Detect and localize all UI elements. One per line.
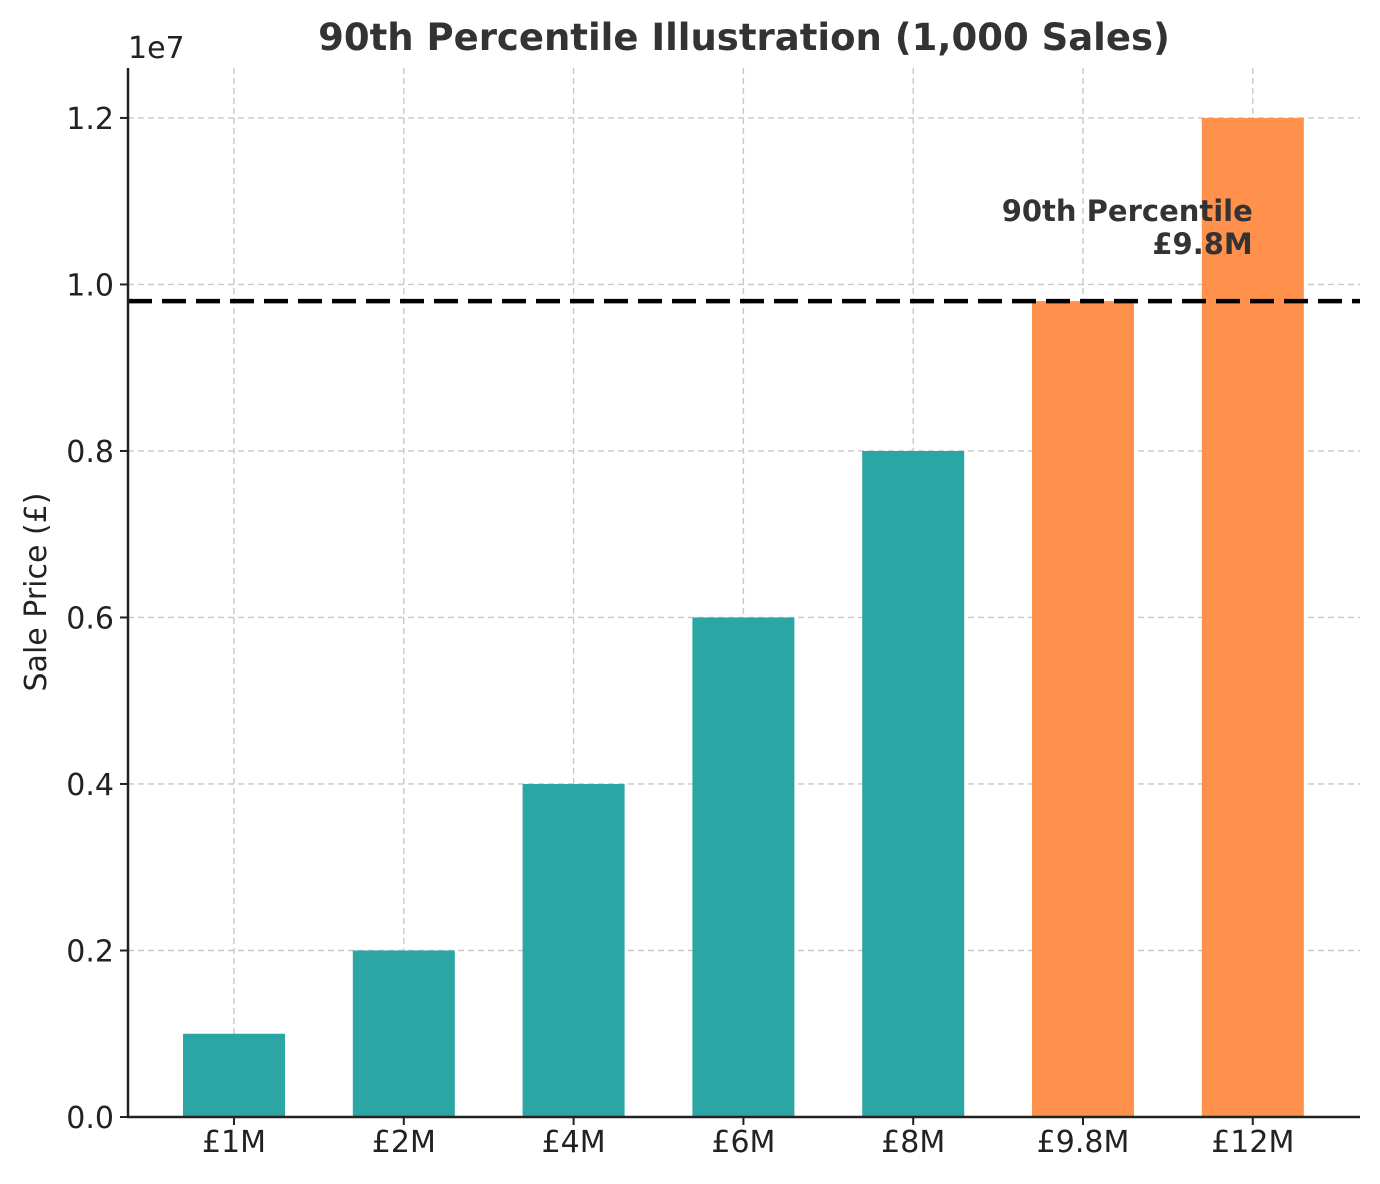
label-layer: 90th Percentile Illustration (1,000 Sale… — [19, 16, 1253, 691]
y-tick-label: 0.6 — [66, 601, 114, 636]
x-tick-label: £6M — [711, 1125, 775, 1160]
y-axis-label: Sale Price (£) — [19, 493, 54, 692]
y-tick-label: 0.8 — [66, 435, 114, 470]
axis-layer: 0.0 0.2 0.4 0.6 0.8 1.0 1.2 £1M £2M £4M £6M £8M £9.8… — [66, 68, 1360, 1160]
x-tick-label: £1M — [202, 1125, 266, 1160]
bar-4M — [522, 783, 625, 1117]
bar-9-8M — [1032, 301, 1134, 1118]
y-tick-label: 0.2 — [66, 934, 114, 969]
bar-1M — [183, 1033, 285, 1117]
bar-layer — [183, 117, 1304, 1118]
bar-6M — [692, 617, 795, 1117]
bar-12M — [1201, 117, 1304, 1117]
x-tick-label: £4M — [542, 1125, 606, 1160]
x-tick-label: £2M — [372, 1125, 436, 1160]
percentile-annotation-value: £9.8M — [1152, 227, 1252, 261]
bar-8M — [862, 450, 965, 1117]
x-tick-label: £8M — [881, 1125, 945, 1160]
y-tick-label: 1.0 — [66, 268, 114, 303]
percentile-annotation-title: 90th Percentile — [1002, 194, 1253, 228]
y-tick-label: 0.4 — [66, 768, 114, 803]
x-tick-label: £12M — [1211, 1125, 1294, 1160]
chart-title: 90th Percentile Illustration (1,000 Sale… — [318, 16, 1170, 59]
y-tick-label: 1.2 — [66, 102, 114, 137]
bar-2M — [352, 950, 455, 1117]
y-tick-label: 0.0 — [66, 1101, 114, 1136]
y-axis-exponent-label: 1e7 — [128, 31, 185, 66]
x-tick-label: £9.8M — [1037, 1125, 1130, 1160]
